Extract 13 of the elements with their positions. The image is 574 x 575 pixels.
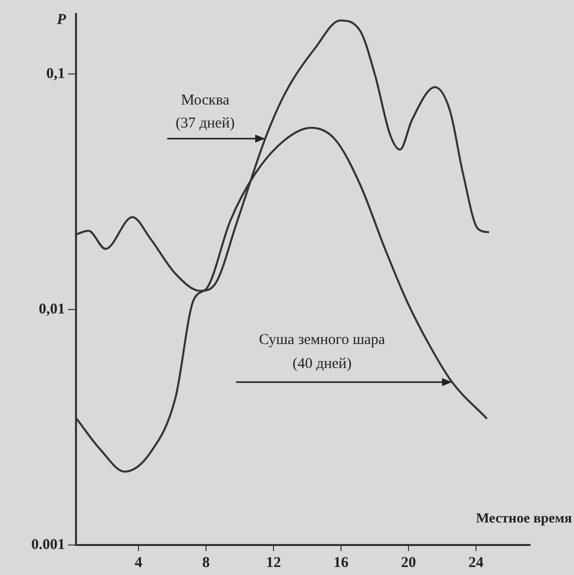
y-tick-label: 0.001 (31, 536, 65, 553)
x-tick-label: 8 (202, 554, 210, 571)
annotation: Москва (37 дней) (176, 92, 235, 132)
x-tick-label: 16 (333, 554, 349, 571)
x-tick-label: 4 (134, 554, 143, 571)
y-axis-title: P (56, 12, 67, 28)
y-tick-label: 0,1 (46, 66, 65, 82)
y-tick-label: 0,01 (38, 301, 65, 318)
annotation: Суша земного шара (40 дней) (258, 332, 386, 372)
x-tick-label: 12 (266, 554, 281, 571)
x-tick-label: 24 (468, 554, 484, 571)
x-tick-label: 20 (400, 554, 416, 571)
x-axis-title: Местное время (476, 512, 572, 527)
